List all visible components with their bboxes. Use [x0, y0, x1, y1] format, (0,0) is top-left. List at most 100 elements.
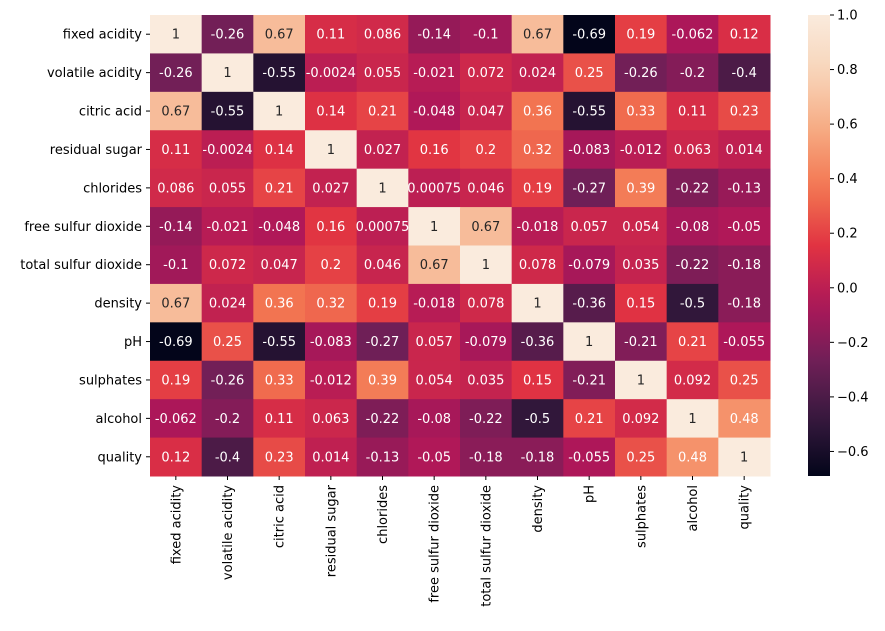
heatmap-cell — [511, 360, 564, 400]
heatmap-cell — [460, 399, 513, 439]
heatmap-cell — [718, 207, 771, 246]
heatmap-cell — [150, 360, 203, 400]
cell-label: 0.36 — [265, 297, 294, 312]
y-tick-label: residual sugar — [50, 143, 143, 158]
heatmap-cell — [253, 91, 306, 131]
heatmap-cell — [356, 53, 409, 93]
cell-label: 1 — [430, 220, 438, 235]
heatmap-cell — [511, 399, 564, 439]
heatmap-cell — [150, 322, 203, 362]
heatmap-cell — [666, 437, 719, 477]
heatmap-cell — [356, 437, 409, 477]
heatmap-cell — [666, 283, 719, 323]
heatmap-cell — [408, 322, 461, 362]
heatmap-cell — [511, 322, 564, 362]
cell-label: -0.22 — [469, 412, 503, 427]
cell-label: -0.55 — [211, 105, 245, 120]
cell-label: 0.48 — [730, 412, 759, 427]
heatmap-cell — [150, 15, 203, 54]
heatmap-cell — [253, 322, 306, 362]
cell-label: 0.25 — [575, 66, 604, 81]
heatmap-cell — [150, 168, 203, 208]
heatmap-cell — [511, 207, 564, 246]
y-tick-label: alcohol — [96, 412, 142, 427]
cell-label: 0.2 — [475, 143, 496, 158]
heatmap-cell — [615, 207, 668, 246]
heatmap-cell — [253, 168, 306, 208]
y-tick-label: citric acid — [79, 105, 142, 120]
heatmap-cell — [201, 245, 254, 285]
cell-label: -0.55 — [262, 335, 296, 350]
heatmap-cell — [305, 91, 358, 131]
cell-label: -0.18 — [521, 450, 555, 465]
cell-label: 0.21 — [368, 105, 397, 120]
heatmap-cell — [511, 130, 564, 170]
cell-label: 0.32 — [316, 297, 345, 312]
cell-label: 0.67 — [161, 297, 190, 312]
cell-label: -0.018 — [517, 220, 559, 235]
cell-label: 0.11 — [678, 105, 707, 120]
cell-label: 0.057 — [571, 220, 608, 235]
colorbar-tick-label: 0.0 — [837, 281, 858, 296]
cell-label: 0.035 — [467, 373, 504, 388]
colorbar-tick-label: 0.4 — [837, 172, 858, 187]
heatmap-cell — [305, 53, 358, 93]
heatmap-cell — [666, 91, 719, 131]
heatmap-cell — [718, 15, 771, 54]
heatmap-cell — [563, 15, 616, 54]
x-tick-label: alcohol — [686, 485, 701, 531]
heatmap-cell — [511, 245, 564, 285]
cell-label: 0.11 — [316, 28, 345, 43]
heatmap-cell — [150, 53, 203, 93]
cell-label: 0.055 — [364, 66, 401, 81]
cell-label: -0.079 — [465, 335, 507, 350]
heatmap-cell — [615, 437, 668, 477]
heatmap-cell — [356, 168, 409, 208]
y-tick-label: quality — [98, 450, 143, 465]
heatmap-cell — [718, 283, 771, 323]
cell-label: -0.55 — [572, 105, 606, 120]
cell-label: -0.012 — [620, 143, 662, 158]
cell-label: -0.14 — [417, 28, 451, 43]
heatmap-cell — [150, 245, 203, 285]
cell-label: -0.27 — [366, 335, 400, 350]
cell-label: 1 — [740, 450, 748, 465]
heatmap-cell — [201, 15, 254, 54]
cell-label: 0.046 — [467, 181, 504, 196]
y-tick-label: sulphates — [79, 373, 142, 388]
cell-label: 0.00075 — [407, 181, 461, 196]
cell-label: -0.1 — [473, 28, 498, 43]
heatmap-cell — [253, 360, 306, 400]
cell-label: -0.048 — [258, 220, 300, 235]
heatmap-cell — [511, 437, 564, 477]
heatmap-cell — [718, 53, 771, 93]
heatmap-cell — [718, 130, 771, 170]
cell-label: -0.08 — [417, 412, 451, 427]
colorbar-tick-label: 1.0 — [837, 9, 858, 24]
heatmap-cell — [253, 399, 306, 439]
heatmap-cell — [615, 360, 668, 400]
heatmap-cell — [408, 399, 461, 439]
heatmap-cell — [201, 283, 254, 323]
cell-label: 0.19 — [523, 181, 552, 196]
cell-label: 0.23 — [730, 105, 759, 120]
y-tick-label: chlorides — [83, 181, 142, 196]
heatmap-cell — [460, 283, 513, 323]
x-tick-label: pH — [583, 485, 598, 503]
cell-label: 0.046 — [364, 258, 401, 273]
cell-label: 0.67 — [420, 258, 449, 273]
heatmap-cell — [305, 130, 358, 170]
cell-label: -0.36 — [521, 335, 555, 350]
cell-label: 0.16 — [420, 143, 449, 158]
heatmap-cell — [201, 360, 254, 400]
cell-label: 0.14 — [316, 105, 345, 120]
heatmap-cell — [408, 245, 461, 285]
heatmap-cell — [253, 283, 306, 323]
cell-label: -0.5 — [680, 297, 705, 312]
heatmap-cell — [666, 168, 719, 208]
cell-label: 0.092 — [674, 373, 711, 388]
cell-label: 0.054 — [622, 220, 659, 235]
heatmap-cell — [356, 15, 409, 54]
cell-label: -0.26 — [211, 373, 245, 388]
cell-label: 0.027 — [364, 143, 401, 158]
